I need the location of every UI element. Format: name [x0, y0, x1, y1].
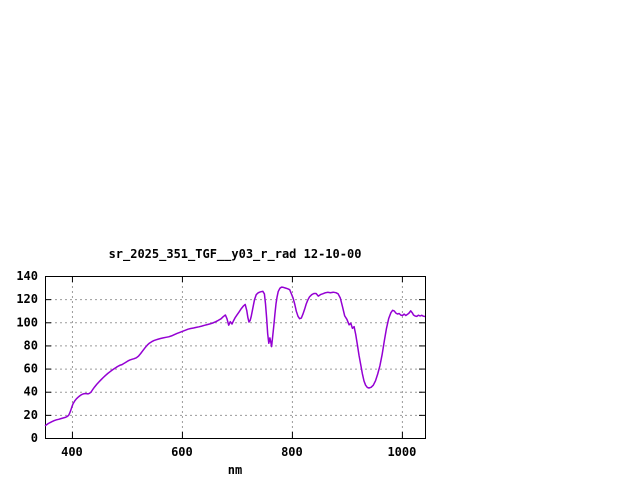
x-tick-labels: 400 600 800 1000	[61, 445, 416, 459]
tick-label: 120	[16, 292, 38, 306]
tick-marks	[45, 276, 425, 439]
tick-label: 80	[24, 338, 38, 352]
tick-label: 1000	[387, 445, 416, 459]
y-tick-labels: 0 20 40 60 80 100 120 140	[16, 269, 38, 445]
tick-label: 100	[16, 315, 38, 329]
tick-label: 600	[171, 445, 193, 459]
tick-label: 0	[31, 431, 38, 445]
chart-title: sr_2025_351_TGF__y03_r_rad 12-10-00	[108, 247, 362, 261]
data-line	[44, 286, 426, 427]
tick-label: 800	[281, 445, 303, 459]
spectrum-curve	[44, 286, 426, 427]
x-axis-label: nm	[227, 463, 243, 477]
tick-label: 40	[24, 385, 38, 399]
plot-border	[45, 276, 426, 439]
tick-label: 60	[24, 362, 38, 376]
tick-label: 20	[24, 408, 38, 422]
gridlines	[45, 276, 425, 438]
tick-label: 400	[61, 445, 83, 459]
tick-label: 140	[16, 269, 38, 283]
plot-area	[45, 276, 426, 439]
